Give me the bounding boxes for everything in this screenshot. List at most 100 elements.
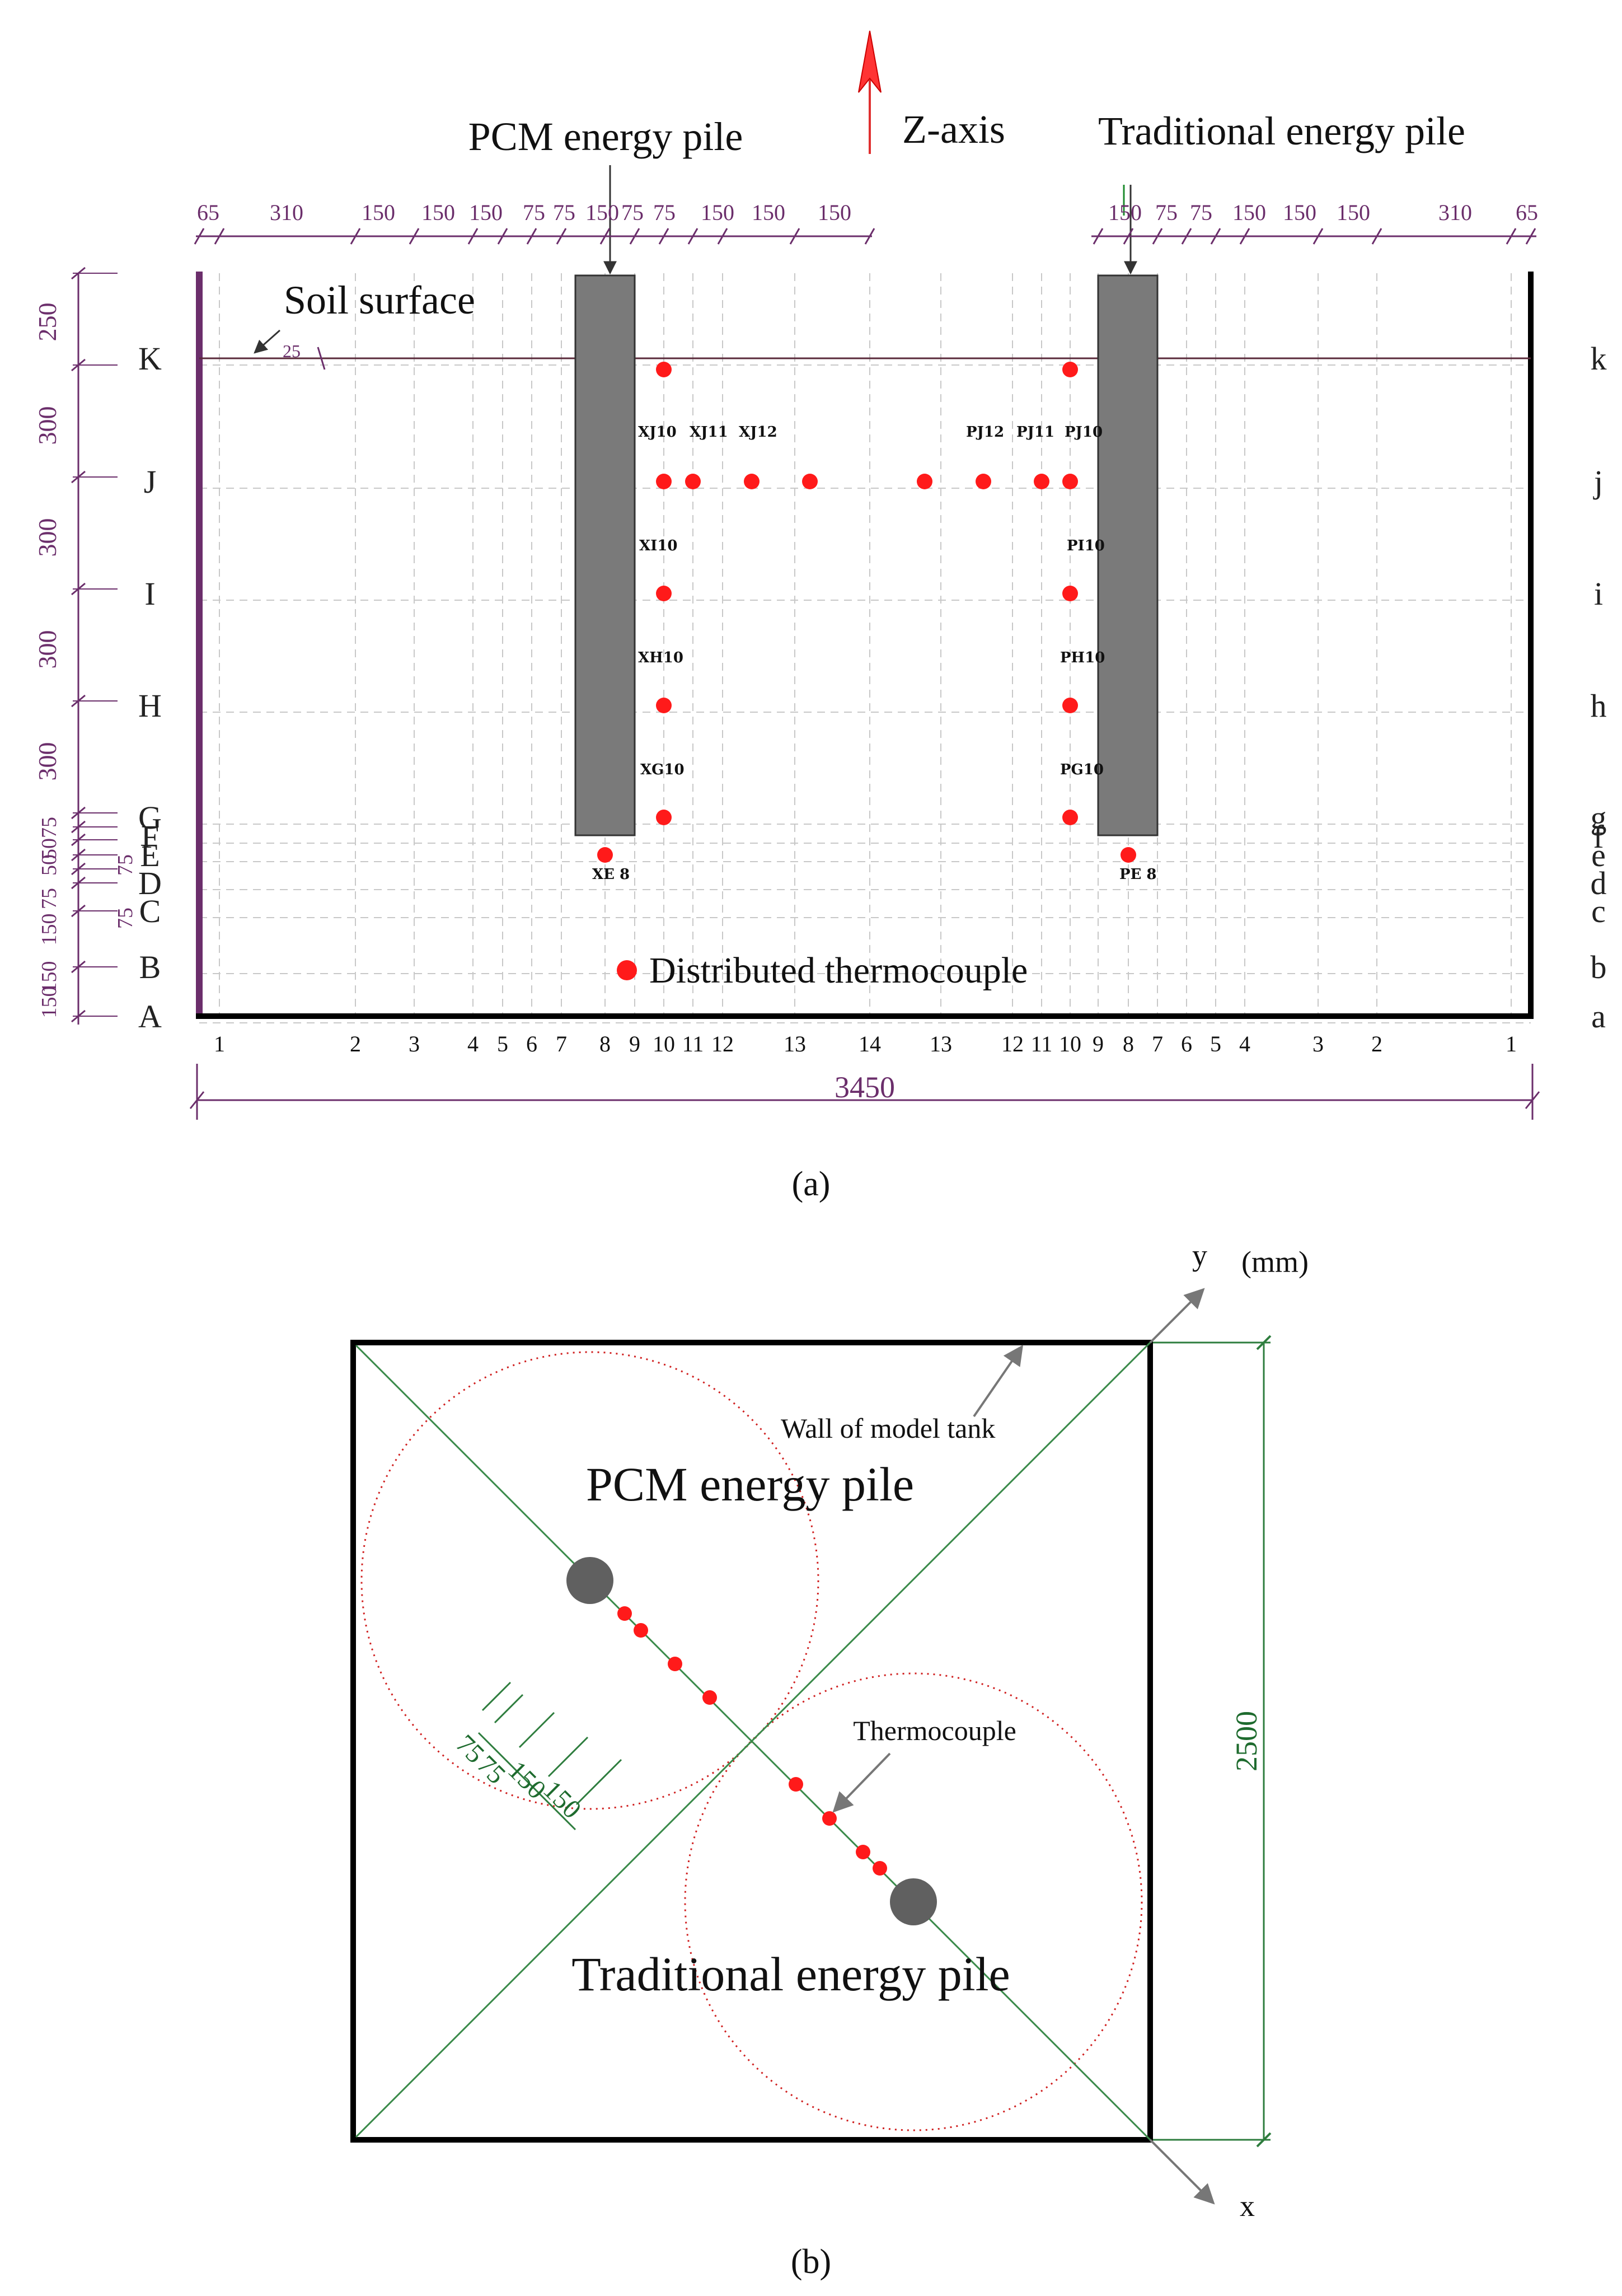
- wall-pointer: [973, 1345, 1024, 1418]
- sensor-k-left: [656, 362, 672, 377]
- top-tick-22: [1312, 228, 1324, 245]
- column-label-26: 2: [1371, 1031, 1382, 1056]
- pcm-pile-plan: [566, 1557, 613, 1604]
- row-label-A: A: [138, 998, 162, 1035]
- label-pj12: PJ12: [966, 424, 1004, 441]
- left-dim-5: 300: [33, 742, 62, 781]
- row-label-b: b: [1591, 949, 1607, 985]
- top-tick-7: [526, 228, 537, 245]
- top-tick-12: [687, 228, 699, 245]
- pcm-pile: [574, 274, 636, 836]
- thermocouple-pointer: [832, 1752, 891, 1813]
- top-dim-right-8: 65: [1516, 200, 1538, 225]
- column-label-15: 13: [930, 1031, 952, 1056]
- soil-offset-tick: [317, 347, 326, 370]
- top-tick-4: [409, 228, 420, 245]
- sensor-pe8: [1121, 847, 1136, 863]
- side-dimension: [1153, 1335, 1272, 2148]
- top-tick-19: [1181, 228, 1192, 245]
- sensor-xj10: [656, 474, 672, 489]
- top-dim-left-1: 65: [197, 200, 219, 225]
- top-dimension-labels-left: 65 310 150 150 150 75 75 150 75 75 150 150 150: [197, 200, 851, 225]
- top-tick-10: [629, 228, 640, 245]
- tc-7: [856, 1845, 870, 1859]
- tc-4: [702, 1690, 717, 1705]
- pcm-pile-title: PCM energy pile: [468, 114, 743, 159]
- column-label-21: 7: [1152, 1031, 1163, 1056]
- left-dim-3: 300: [33, 518, 62, 557]
- row-label-e: e: [1591, 837, 1606, 873]
- top-tick-14: [789, 228, 800, 245]
- column-label-19: 9: [1093, 1031, 1104, 1056]
- z-axis-label: Z-axis: [902, 107, 1005, 152]
- column-label-27: 1: [1506, 1031, 1517, 1056]
- label-pj11: PJ11: [1016, 424, 1054, 441]
- column-label-14: 14: [859, 1031, 881, 1056]
- sensor-pj12: [976, 474, 991, 489]
- left-dim-1: 250: [33, 303, 62, 342]
- row-label-a: a: [1591, 998, 1606, 1035]
- spacing-dimension: [477, 1681, 622, 1831]
- sensor-xg10: [656, 810, 672, 825]
- top-dim-left-2: 310: [270, 200, 303, 225]
- tc-1: [617, 1606, 632, 1621]
- top-dim-right-6: 150: [1337, 200, 1370, 225]
- top-dim-right-2: 75: [1155, 200, 1178, 225]
- left-dim-10: 75: [37, 888, 61, 909]
- top-tick-16: [1093, 228, 1104, 245]
- top-dim-left-3: 150: [362, 200, 395, 225]
- top-tick-11: [658, 228, 669, 245]
- top-dim-right-5: 150: [1283, 200, 1316, 225]
- tc-2: [634, 1623, 648, 1638]
- sensor-labels: XJ10 XJ11 XJ12 PJ12 PJ11 PJ10 XI10 PI10 …: [592, 424, 1157, 883]
- top-dim-left-11: 150: [701, 200, 734, 225]
- sensor-xj12: [744, 474, 760, 489]
- top-dimension-labels-right: 150 75 75 150 150 150 310 65: [1108, 200, 1538, 225]
- column-label-12: 12: [711, 1031, 734, 1056]
- soil-offset-dim: 25: [283, 341, 301, 361]
- vertical-grid-lines: [219, 273, 1512, 1016]
- column-label-11: 11: [682, 1031, 704, 1056]
- row-label-E: E: [140, 837, 160, 873]
- total-width-dimension: [189, 1064, 1540, 1120]
- column-label-22: 6: [1181, 1031, 1192, 1056]
- left-dim-11: 150: [37, 914, 61, 946]
- y-axis-arrow: [1149, 1288, 1205, 1344]
- label-xh10: XH10: [638, 649, 683, 666]
- column-label-7: 7: [556, 1031, 567, 1056]
- column-label-13: 13: [784, 1031, 806, 1056]
- top-dim-right-4: 150: [1232, 200, 1266, 225]
- column-label-17: 11: [1031, 1031, 1053, 1056]
- top-tick-15: [864, 228, 875, 245]
- column-label-6: 6: [526, 1031, 537, 1056]
- row-label-c: c: [1591, 893, 1606, 929]
- sensor-pj10: [1062, 474, 1078, 489]
- row-label-f: f: [1593, 819, 1604, 855]
- row-label-I: I: [144, 576, 155, 612]
- row-label-D: D: [138, 865, 162, 901]
- column-label-3: 3: [409, 1031, 420, 1056]
- top-tick-5: [467, 228, 479, 245]
- top-tick-18: [1152, 228, 1163, 245]
- total-width-label: 3450: [835, 1070, 895, 1104]
- column-label-24: 4: [1239, 1031, 1250, 1056]
- traditional-pile: [1097, 274, 1159, 836]
- y-axis-label: y: [1192, 1238, 1207, 1272]
- row-label-G: G: [138, 799, 162, 836]
- top-dim-left-6: 75: [523, 200, 545, 225]
- sensor-xj13: [802, 474, 818, 489]
- diagonal-x-axis: [355, 1344, 1196, 2186]
- column-label-23: 5: [1210, 1031, 1221, 1056]
- pcm-pile-label: PCM energy pile: [586, 1457, 914, 1511]
- row-label-J: J: [144, 464, 157, 500]
- column-label-18: 10: [1059, 1031, 1081, 1056]
- column-labels: 1 2 3 4 5 6 7 8 9 10 11 12 13 14 13 12 11 10 9 8 7 6 5 4 3 2 1: [214, 1031, 1517, 1056]
- trad-influence-circle: [684, 1672, 1143, 2131]
- tc-5: [789, 1777, 803, 1792]
- traditional-pile-title: Traditional energy pile: [1098, 109, 1465, 153]
- row-label-g: g: [1591, 799, 1607, 836]
- top-dim-left-9: 75: [621, 200, 644, 225]
- column-label-9: 9: [629, 1031, 640, 1056]
- top-tick-23: [1371, 228, 1382, 245]
